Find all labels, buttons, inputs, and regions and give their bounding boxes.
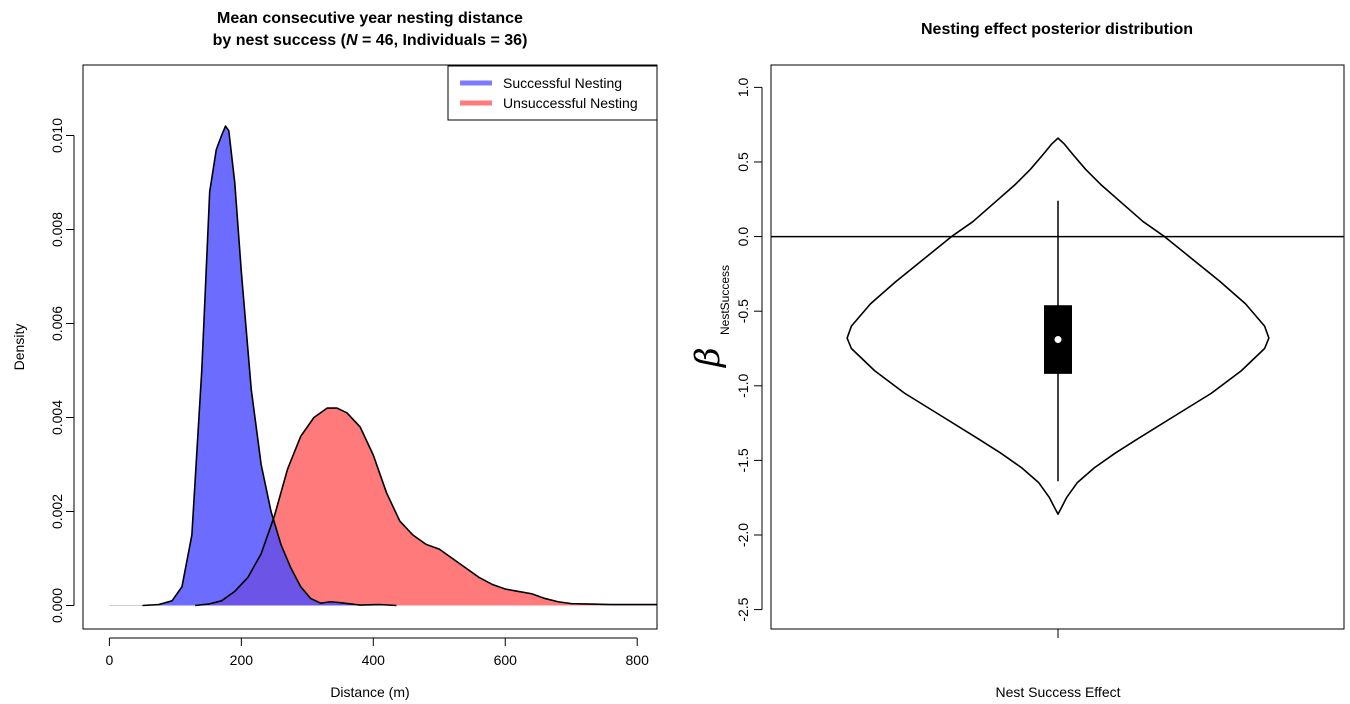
density-area-unsuccessful: [195, 408, 657, 606]
right-y-tick-label: 1.0: [735, 77, 751, 97]
density-outline-successful: [142, 125, 397, 607]
left-x-tick-label: 400: [362, 652, 386, 668]
beta-subscript: NestSuccess: [718, 265, 732, 335]
left-y-tick-label: 0.006: [49, 306, 65, 341]
right-y-axis-label: β NestSuccess: [688, 265, 732, 369]
right-y-tick-label: 0.5: [735, 152, 751, 172]
violin-outline: [846, 137, 1270, 515]
left-x-axis: 0 200 400 600 800: [105, 637, 650, 668]
left-x-axis-label: Distance (m): [330, 684, 409, 700]
left-y-axis: 0.000 0.002 0.004 0.006 0.008 0.010: [49, 118, 75, 623]
legend-label-successful: Successful Nesting: [503, 75, 622, 91]
density-fill-successful: [142, 126, 397, 606]
right-y-tick-label: -1.5: [735, 448, 751, 472]
left-y-axis-label: Density: [11, 324, 27, 371]
violin-median-point: [1054, 336, 1062, 344]
left-x-tick-label: 0: [105, 652, 113, 668]
right-x-axis-label: Nest Success Effect: [995, 684, 1120, 700]
legend-box: [447, 65, 658, 121]
left-subtitle-n: N: [346, 32, 358, 49]
left-x-tick-label: 600: [494, 652, 518, 668]
left-y-tick-label: 0.000: [49, 588, 65, 623]
right-y-tick-label: -2.0: [735, 523, 751, 547]
right-y-tick-label: -2.5: [735, 597, 751, 621]
legend-label-unsuccessful: Unsuccessful Nesting: [503, 95, 638, 111]
left-x-tick-label: 800: [626, 652, 650, 668]
right-y-axis: -2.5 -2.0 -1.5 -1.0 -0.5 0.0 0.5 1.0: [735, 77, 763, 622]
right-chart-title: Nesting effect posterior distribution: [921, 21, 1193, 38]
left-x-tick-label: 200: [230, 652, 254, 668]
left-chart: Mean consecutive year nesting distance b…: [11, 10, 658, 700]
beta-symbol: β: [688, 347, 728, 369]
left-plot-frame: [82, 64, 658, 630]
left-y-tick-label: 0.002: [49, 494, 65, 529]
left-density-areas: [109, 125, 657, 607]
left-y-tick-label: 0.004: [49, 400, 65, 435]
right-violin-marks: [771, 137, 1344, 515]
left-y-tick-label: 0.010: [49, 118, 65, 153]
density-outline-unsuccessful: [195, 407, 657, 607]
left-chart-title: Mean consecutive year nesting distance: [217, 10, 523, 27]
right-y-tick-label: -1.0: [735, 374, 751, 398]
right-y-tick-label: -0.5: [735, 299, 751, 323]
right-chart: Nesting effect posterior distribution -2…: [688, 21, 1345, 700]
left-subtitle-suffix: = 46, Individuals = 36): [358, 32, 528, 49]
left-subtitle-prefix: by nest success (: [213, 32, 347, 49]
left-y-tick-label: 0.008: [49, 212, 65, 247]
legend: Successful Nesting Unsuccessful Nesting: [447, 65, 658, 121]
right-y-tick-label: 0.0: [735, 227, 751, 247]
left-chart-subtitle: by nest success (N = 46, Individuals = 3…: [213, 32, 528, 49]
